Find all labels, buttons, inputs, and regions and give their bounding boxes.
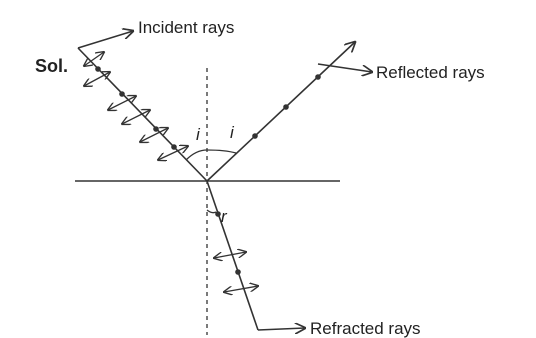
angle-arc xyxy=(206,209,217,214)
sol-label: Sol. xyxy=(35,56,68,76)
double-arrow xyxy=(214,252,246,258)
angle-arc xyxy=(206,149,237,154)
incident-label: Incident rays xyxy=(138,18,234,37)
refracted-polarization xyxy=(214,211,258,292)
reflected-label: Reflected rays xyxy=(376,63,485,82)
double-arrow xyxy=(122,110,150,124)
double-arrow xyxy=(84,52,104,66)
incident-polarization xyxy=(84,52,188,160)
reflected-polarization xyxy=(252,74,321,139)
angle-label: i xyxy=(196,125,201,144)
dot xyxy=(315,74,321,80)
dot xyxy=(171,144,177,150)
dot xyxy=(235,269,241,275)
refracted-label-arrow xyxy=(257,328,305,330)
angle-arc xyxy=(185,149,208,161)
incident-label-arrow xyxy=(77,31,133,49)
refracted-ray xyxy=(206,180,259,331)
double-arrow xyxy=(84,72,110,86)
dot xyxy=(153,126,159,132)
dot xyxy=(283,104,289,110)
dot xyxy=(252,133,258,139)
double-arrow xyxy=(108,96,136,110)
dot xyxy=(119,91,125,97)
reflected-label-arrow xyxy=(317,63,372,72)
double-arrow xyxy=(158,146,188,160)
angle-label: r xyxy=(221,207,228,226)
double-arrow xyxy=(140,128,168,142)
dot xyxy=(215,211,221,217)
reflected-ray xyxy=(206,42,355,182)
dot xyxy=(95,66,101,72)
double-arrow xyxy=(224,286,258,292)
refracted-label: Refracted rays xyxy=(310,319,421,338)
angle-label: i xyxy=(230,123,235,142)
